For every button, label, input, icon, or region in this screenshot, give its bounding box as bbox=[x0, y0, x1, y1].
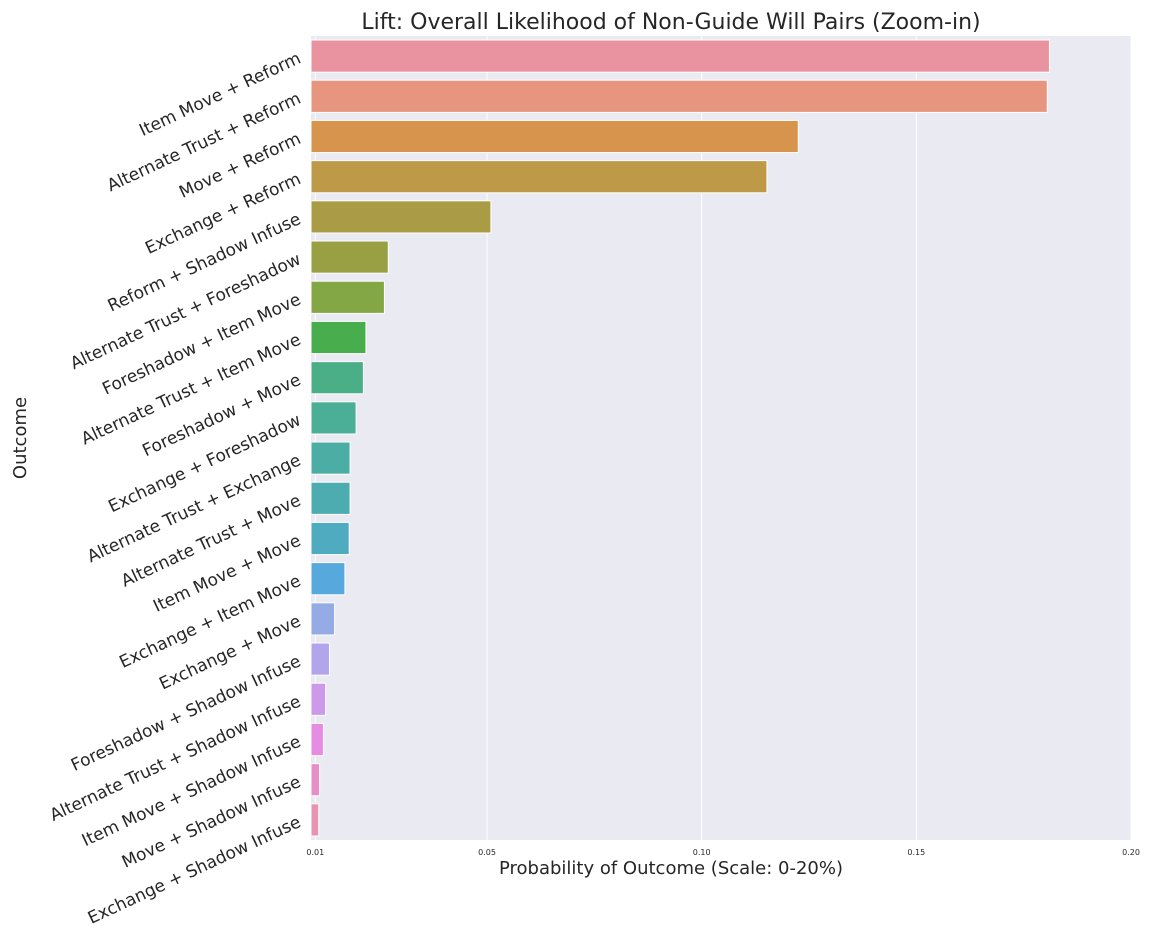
bar bbox=[310, 79, 1048, 113]
bar bbox=[310, 722, 324, 757]
bar bbox=[310, 682, 327, 716]
bar bbox=[310, 562, 346, 596]
x-tick-label: 0.01 bbox=[306, 848, 324, 857]
bar bbox=[310, 160, 768, 194]
bar bbox=[310, 320, 367, 355]
bar bbox=[310, 240, 389, 274]
bar bbox=[310, 119, 799, 154]
x-tick-label: 0.20 bbox=[1122, 848, 1140, 857]
bar bbox=[310, 521, 350, 556]
bar bbox=[310, 361, 364, 395]
x-axis-label: Probability of Outcome (Scale: 0-20%) bbox=[499, 858, 843, 879]
bars bbox=[310, 39, 1050, 837]
bar bbox=[310, 481, 351, 515]
plot-area bbox=[311, 36, 1131, 840]
y-axis-label: Outcome bbox=[10, 397, 31, 479]
chart-title: Lift: Overall Likelihood of Non-Guide Wi… bbox=[361, 10, 980, 35]
x-tick-labels: 0.01 0.05 0.10 0.15 0.20 bbox=[306, 848, 1140, 857]
bar bbox=[310, 602, 336, 636]
x-tick-label: 0.05 bbox=[478, 848, 496, 857]
x-tick-label: 0.15 bbox=[907, 848, 925, 857]
bar bbox=[310, 39, 1050, 73]
bar bbox=[310, 280, 385, 314]
bar bbox=[310, 803, 320, 837]
bar bbox=[310, 401, 357, 435]
bar bbox=[310, 763, 321, 797]
x-tick-label: 0.10 bbox=[693, 848, 711, 857]
bar bbox=[310, 200, 492, 234]
bar bbox=[310, 642, 330, 676]
bar bbox=[310, 441, 351, 475]
